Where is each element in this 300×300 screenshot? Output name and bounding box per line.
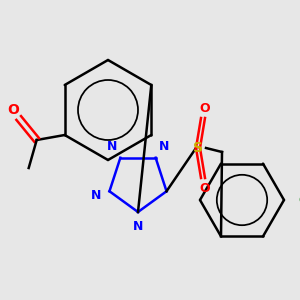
Text: N: N <box>159 140 169 153</box>
Text: N: N <box>107 140 117 153</box>
Text: S: S <box>193 141 203 155</box>
Text: Cl: Cl <box>298 194 300 206</box>
Text: O: O <box>7 103 19 117</box>
Text: O: O <box>200 101 210 115</box>
Text: O: O <box>200 182 210 194</box>
Text: N: N <box>133 220 143 232</box>
Text: N: N <box>91 189 101 202</box>
